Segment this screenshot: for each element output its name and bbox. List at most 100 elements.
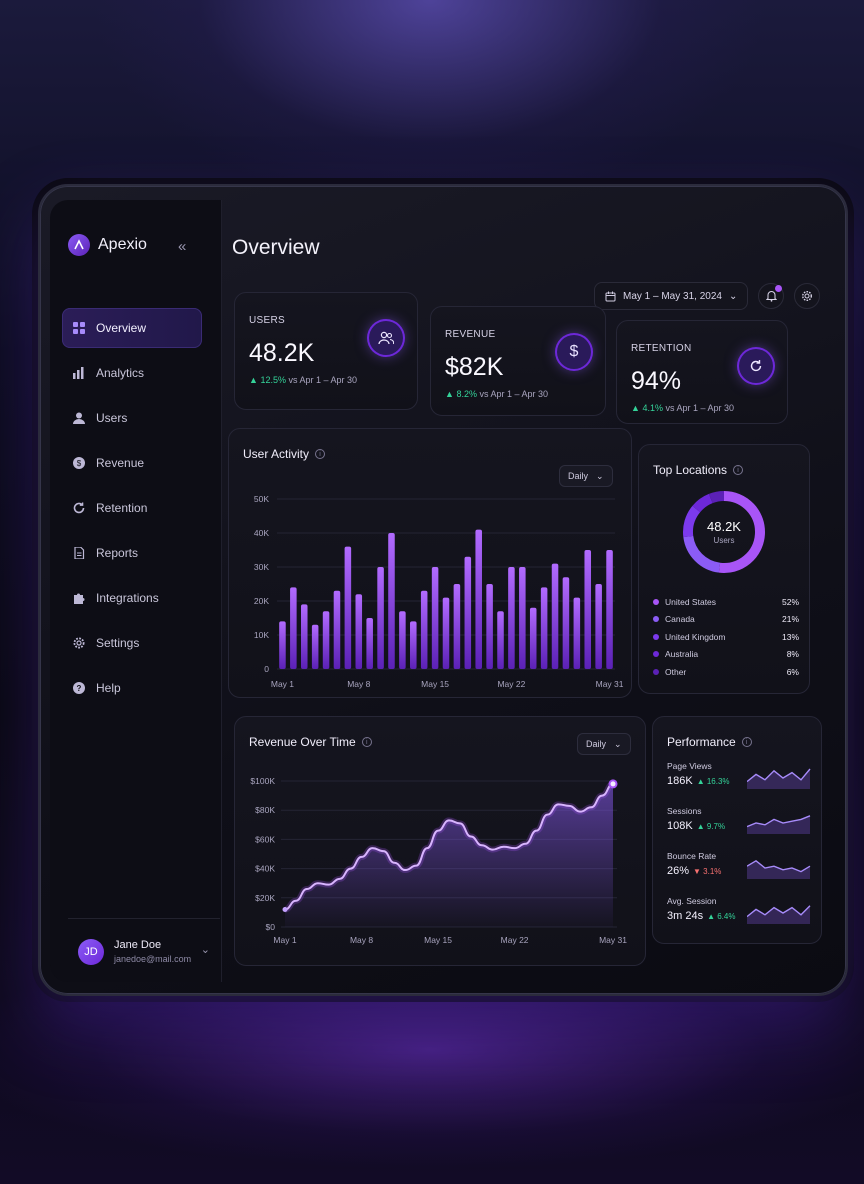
bar[interactable]: [529, 607, 537, 669]
metric-value: 26%: [667, 865, 690, 877]
kpi-card-retention[interactable]: RETENTION 94% ▲ 4.1% vs Apr 1 – Apr 30: [616, 320, 788, 424]
bar[interactable]: [540, 587, 548, 669]
line-end-point[interactable]: [608, 779, 618, 789]
sidebar: Apexio « Overview Analytics Users $ Revenue R…: [50, 200, 222, 982]
donut-slice[interactable]: [683, 505, 701, 538]
x-tick-label: May 22: [497, 679, 525, 689]
bar[interactable]: [322, 611, 330, 669]
bar[interactable]: [584, 550, 592, 669]
bar[interactable]: [377, 567, 384, 669]
sidebar-item-label: Revenue: [96, 456, 145, 470]
sidebar-item-settings[interactable]: Settings: [62, 623, 202, 663]
kpi-card-revenue[interactable]: REVENUE $82K ▲ 8.2% vs Apr 1 – Apr 30 $: [430, 306, 606, 416]
gear-icon: [802, 290, 813, 302]
sidebar-item-help[interactable]: ? Help: [62, 668, 202, 708]
sidebar-item-overview[interactable]: Overview: [62, 308, 202, 348]
sparkline: [747, 859, 811, 879]
sparkline: [747, 815, 811, 834]
y-tick-label: 10K: [254, 630, 269, 640]
kpi-delta: ▲ 4.1% vs Apr 1 – Apr 30: [631, 403, 735, 413]
period-select[interactable]: Daily ⌄: [577, 733, 631, 755]
line-start-point[interactable]: [282, 906, 288, 912]
location-name: Canada: [665, 614, 695, 625]
location-pct: 21%: [781, 614, 799, 625]
bar[interactable]: [562, 577, 570, 669]
bar[interactable]: [290, 587, 297, 669]
bar[interactable]: [595, 584, 602, 669]
bar[interactable]: [366, 618, 373, 669]
user-profile[interactable]: JD Jane Doe janedoe@mail.com ⌄: [68, 918, 220, 984]
up-arrow-icon: ▲: [249, 375, 258, 385]
bar[interactable]: [519, 567, 526, 669]
donut-slice[interactable]: [692, 493, 713, 513]
donut-slice[interactable]: [683, 535, 721, 573]
kpi-card-users[interactable]: USERS 48.2K ▲ 12.5% vs Apr 1 – Apr 30: [234, 292, 418, 410]
collapse-sidebar-icon[interactable]: «: [178, 238, 187, 255]
bar[interactable]: [300, 604, 308, 669]
refresh-icon: [739, 349, 773, 383]
bar[interactable]: [410, 621, 417, 669]
bar[interactable]: [508, 567, 515, 669]
y-tick-label: 40K: [254, 528, 269, 538]
calendar-icon: [605, 291, 616, 301]
user-email: janedoe@mail.com: [114, 954, 192, 964]
bar[interactable]: [344, 546, 352, 669]
sidebar-item-reports[interactable]: Reports: [62, 533, 202, 573]
sidebar-item-analytics[interactable]: Analytics: [62, 353, 202, 393]
sidebar-item-retention[interactable]: Retention: [62, 488, 202, 528]
sidebar-item-label: Reports: [96, 546, 139, 560]
info-icon[interactable]: i: [741, 737, 752, 747]
bar[interactable]: [606, 550, 613, 669]
bar[interactable]: [431, 567, 439, 669]
performance-row: Avg. Session 3m 24s ▲ 6.4%: [667, 896, 811, 936]
y-tick-label: 0: [264, 664, 269, 674]
sidebar-item-revenue[interactable]: $ Revenue: [62, 443, 202, 483]
bar[interactable]: [475, 529, 482, 669]
card-title: Top Locations i: [653, 463, 744, 477]
svg-text:?: ?: [76, 684, 81, 693]
up-arrow-icon: ▲: [631, 403, 640, 413]
revenue-line[interactable]: [284, 782, 614, 911]
info-icon[interactable]: i: [361, 737, 372, 747]
bar[interactable]: [355, 594, 363, 669]
y-tick-label: $40K: [255, 864, 275, 874]
donut-slice[interactable]: [708, 491, 725, 504]
info-icon[interactable]: i: [315, 449, 326, 459]
bar[interactable]: [420, 590, 428, 669]
chevron-down-icon[interactable]: ⌄: [200, 944, 210, 956]
bar[interactable]: [388, 533, 395, 669]
donut-slice[interactable]: [718, 491, 765, 573]
sidebar-item-users[interactable]: Users: [62, 398, 202, 438]
brand[interactable]: Apexio: [68, 234, 147, 256]
bar[interactable]: [486, 584, 493, 669]
bar[interactable]: [464, 556, 472, 669]
performance-card: Performance i Page Views 186K ▲ 16.3% Sessio…: [652, 716, 822, 944]
bar[interactable]: [399, 611, 406, 669]
bar[interactable]: [573, 597, 581, 669]
bar[interactable]: [333, 590, 341, 669]
info-icon[interactable]: i: [733, 465, 744, 475]
notifications-button[interactable]: [758, 283, 785, 309]
location-row: Canada 21%: [653, 611, 799, 629]
bar[interactable]: [442, 597, 450, 669]
donut-center-label: Users: [713, 536, 735, 545]
x-tick-label: May 8: [350, 935, 373, 945]
bar[interactable]: [311, 624, 319, 669]
location-name: United Kingdom: [665, 631, 726, 642]
settings-button[interactable]: [794, 283, 821, 309]
app-name: Apexio: [98, 236, 147, 253]
date-range-picker[interactable]: May 1 – May 31, 2024 ⌄: [594, 282, 749, 310]
bar[interactable]: [497, 611, 504, 669]
bar[interactable]: [279, 621, 286, 669]
sidebar-item-integrations[interactable]: Integrations: [62, 578, 202, 618]
bar[interactable]: [453, 584, 461, 669]
tablet-frame: Apexio « Overview Analytics Users $ Revenue R…: [38, 184, 848, 996]
x-tick-label: May 31: [596, 679, 624, 689]
period-select[interactable]: Daily ⌄: [559, 465, 613, 487]
legend-dot: [653, 668, 659, 675]
location-pct: 52%: [781, 596, 799, 607]
bar[interactable]: [551, 563, 559, 669]
donut-center: 48.2K Users: [679, 519, 769, 545]
sparkline: [747, 905, 811, 924]
user-activity-chart: 0 10K 20K 30K 40K 50K May 1 May 8 May 15 May 22 Ma…: [254, 494, 624, 689]
